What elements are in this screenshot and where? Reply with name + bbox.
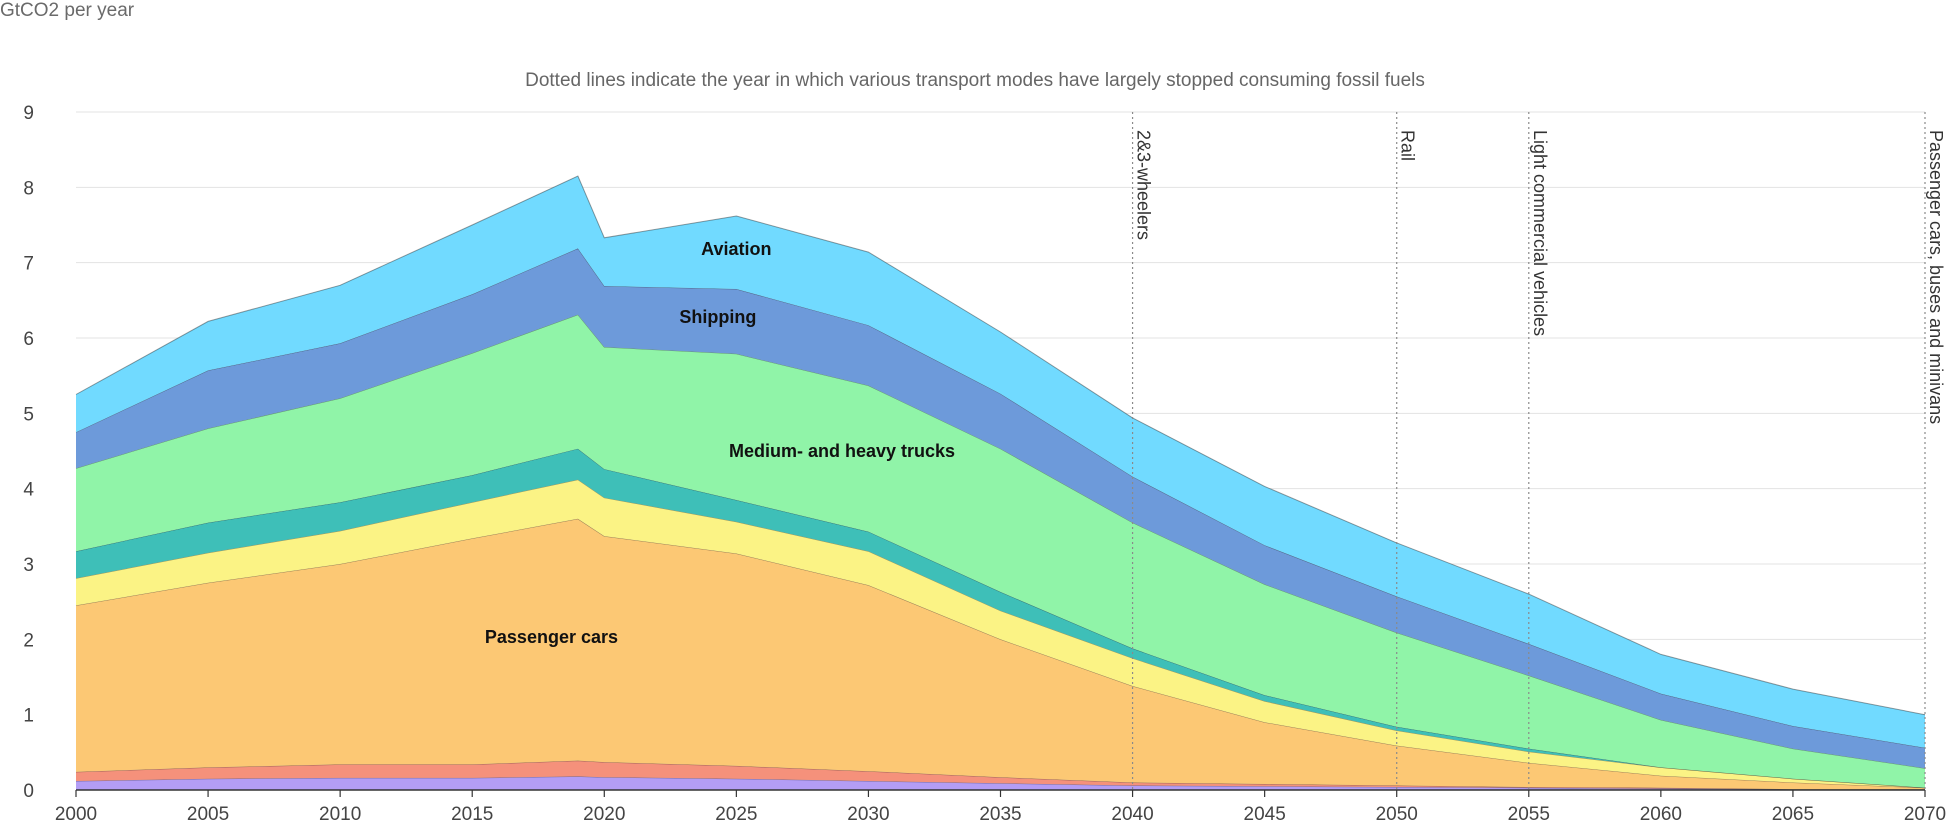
y-tick-label-8: 8 bbox=[23, 178, 34, 199]
x-tick-label-2045: 2045 bbox=[1244, 804, 1286, 824]
x-tick-label-2000: 2000 bbox=[55, 804, 97, 824]
area-passenger-cars bbox=[76, 518, 1925, 790]
x-tick-label-2015: 2015 bbox=[451, 804, 493, 824]
marker-label-rail: Rail bbox=[1398, 130, 1418, 161]
x-tick-label-2035: 2035 bbox=[979, 804, 1021, 824]
series-label-aviation: Aviation bbox=[701, 239, 771, 259]
x-tick-label-2040: 2040 bbox=[1111, 804, 1153, 824]
y-tick-label-2: 2 bbox=[23, 630, 34, 651]
x-tick-label-2025: 2025 bbox=[715, 804, 757, 824]
axes: 0 1 2 3 4 5 6 7 8 9 2000 2005 2010 2015 2020 2025 2030 20… bbox=[23, 103, 1946, 824]
x-tick-label-2070: 2070 bbox=[1904, 804, 1946, 824]
x-tick-label-2020: 2020 bbox=[583, 804, 625, 824]
stacked-areas bbox=[75, 175, 1926, 790]
x-tick-label-2010: 2010 bbox=[319, 804, 361, 824]
marker-label-2-3-wheelers: 2&3-wheelers bbox=[1134, 130, 1154, 240]
y-tick-label-6: 6 bbox=[23, 329, 34, 350]
area-s2 bbox=[76, 760, 1925, 790]
y-tick-label-7: 7 bbox=[23, 254, 34, 275]
chart-note: Dotted lines indicate the year in which … bbox=[525, 70, 1425, 91]
area-aviation bbox=[76, 176, 1925, 748]
series-label-medium-and-heavy-trucks: Medium- and heavy trucks bbox=[729, 441, 955, 461]
series-label-shipping: Shipping bbox=[679, 307, 756, 327]
area-medium-and-heavy-trucks bbox=[76, 314, 1925, 788]
x-tick-label-2005: 2005 bbox=[187, 804, 229, 824]
y-tick-label-3: 3 bbox=[23, 555, 34, 576]
x-tick-label-2030: 2030 bbox=[847, 804, 889, 824]
y-unit-label: GtCO2 per year bbox=[0, 0, 135, 21]
x-tick-label-2065: 2065 bbox=[1772, 804, 1814, 824]
y-tick-label-0: 0 bbox=[23, 781, 34, 802]
series-labels: Passenger cars Medium- and heavy trucks Sh… bbox=[485, 239, 955, 647]
y-tick-label-4: 4 bbox=[23, 480, 34, 501]
area-edge-aviation bbox=[75, 175, 1926, 716]
area-shipping bbox=[76, 248, 1925, 769]
y-tick-label-1: 1 bbox=[23, 706, 34, 727]
y-tick-label-5: 5 bbox=[23, 404, 34, 425]
y-tick-label-9: 9 bbox=[23, 103, 34, 124]
year-markers: 2&3-wheelers Rail Light commercial vehicle… bbox=[1131, 112, 1946, 790]
area-s4 bbox=[76, 479, 1925, 788]
x-tick-label-2060: 2060 bbox=[1640, 804, 1682, 824]
marker-label-passenger-cars-buses-and-minivans: Passenger cars, buses and minivans bbox=[1926, 130, 1946, 424]
series-label-passenger-cars: Passenger cars bbox=[485, 627, 618, 647]
marker-label-light-commercial-vehicles: Light commercial vehicles bbox=[1530, 130, 1550, 336]
x-tick-label-2050: 2050 bbox=[1376, 804, 1418, 824]
x-tick-label-2055: 2055 bbox=[1508, 804, 1550, 824]
